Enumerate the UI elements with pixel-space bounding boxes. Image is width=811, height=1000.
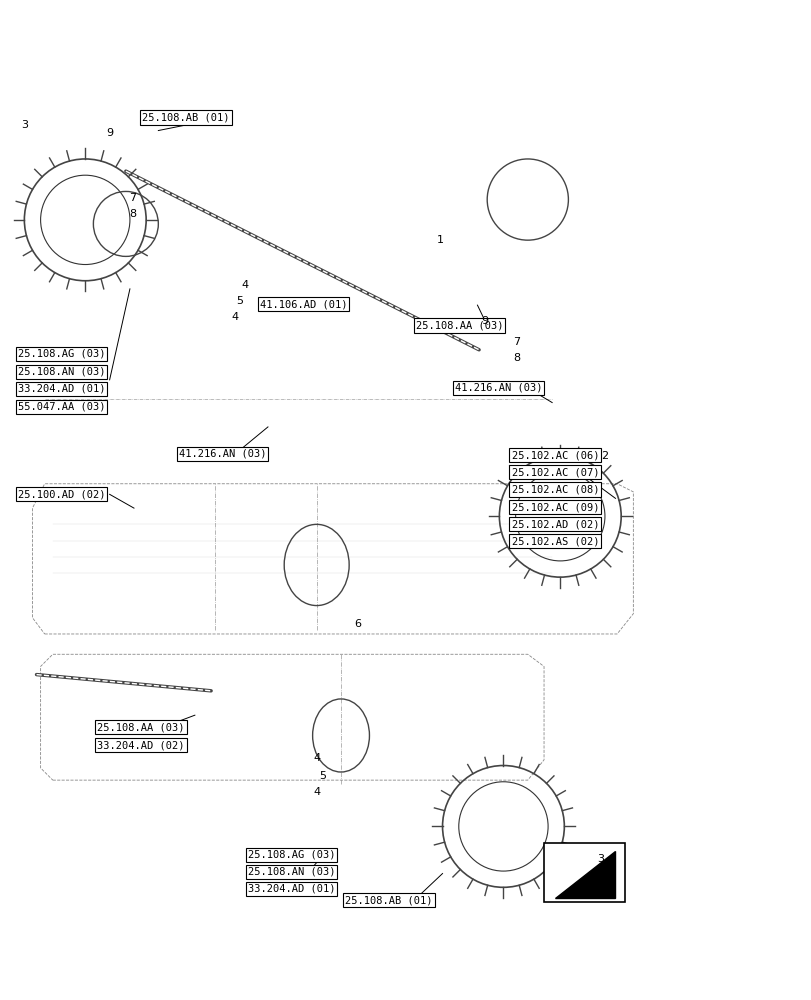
Text: 25.102.AC (07): 25.102.AC (07) [511, 467, 599, 477]
Text: 4: 4 [242, 280, 248, 290]
Text: 7: 7 [513, 337, 519, 347]
Text: 9: 9 [106, 128, 113, 138]
Text: 1: 1 [436, 235, 443, 245]
Text: 9: 9 [481, 316, 487, 326]
Text: 41.106.AD (01): 41.106.AD (01) [260, 299, 347, 309]
Text: 33.204.AD (02): 33.204.AD (02) [97, 740, 185, 750]
Text: 25.102.AC (08): 25.102.AC (08) [511, 484, 599, 494]
Text: 4: 4 [313, 753, 320, 763]
Text: 2: 2 [601, 451, 607, 461]
Text: 4: 4 [313, 787, 320, 797]
Text: 25.108.AA (03): 25.108.AA (03) [415, 320, 503, 330]
Text: 25.102.AD (02): 25.102.AD (02) [511, 519, 599, 529]
Text: 4: 4 [232, 312, 238, 322]
Text: 8: 8 [129, 209, 135, 219]
Polygon shape [554, 851, 615, 898]
Text: 25.108.AA (03): 25.108.AA (03) [97, 722, 185, 732]
Text: 25.108.AN (03): 25.108.AN (03) [247, 867, 335, 877]
Text: 25.100.AD (02): 25.100.AD (02) [18, 489, 105, 499]
Text: 33.204.AD (01): 33.204.AD (01) [18, 384, 105, 394]
Text: 3: 3 [21, 120, 28, 130]
Text: 25.102.AC (06): 25.102.AC (06) [511, 450, 599, 460]
Text: 8: 8 [513, 353, 519, 363]
Text: 5: 5 [236, 296, 242, 306]
Bar [543, 843, 624, 902]
Text: 5: 5 [320, 771, 326, 781]
Text: 7: 7 [129, 193, 135, 203]
Text: 25.108.AG (03): 25.108.AG (03) [18, 349, 105, 359]
Text: 25.102.AC (09): 25.102.AC (09) [511, 502, 599, 512]
Text: 55.047.AA (03): 55.047.AA (03) [18, 402, 105, 412]
Text: 33.204.AD (01): 33.204.AD (01) [247, 884, 335, 894]
Text: 41.216.AN (03): 41.216.AN (03) [454, 383, 542, 393]
Text: 25.108.AB (01): 25.108.AB (01) [142, 113, 230, 123]
Text: 25.108.AB (01): 25.108.AB (01) [345, 895, 432, 905]
Text: 6: 6 [354, 619, 360, 629]
Text: 25.102.AS (02): 25.102.AS (02) [511, 536, 599, 546]
Text: 25.108.AG (03): 25.108.AG (03) [247, 850, 335, 860]
Text: 3: 3 [597, 854, 603, 864]
Text: 25.108.AN (03): 25.108.AN (03) [18, 367, 105, 377]
Text: 41.216.AN (03): 41.216.AN (03) [178, 449, 266, 459]
